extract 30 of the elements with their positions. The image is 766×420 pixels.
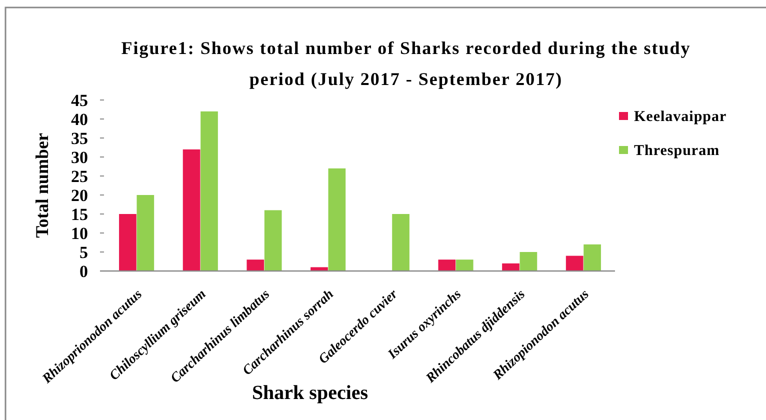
- bar: [520, 252, 538, 271]
- bar: [246, 260, 264, 271]
- y-tick-label: 20: [71, 186, 88, 205]
- bar: [328, 168, 346, 271]
- y-axis-title: Total number: [32, 133, 52, 238]
- bar: [392, 214, 410, 271]
- bar: [438, 260, 456, 271]
- bar: [119, 214, 136, 271]
- legend-label: Threspuram: [634, 143, 720, 159]
- y-tick-label: 15: [71, 204, 88, 224]
- legend-label: Keelavaippar: [634, 109, 727, 125]
- bar: [310, 267, 328, 271]
- bar: [502, 263, 520, 271]
- bar: [456, 260, 474, 271]
- y-tick-label: 10: [71, 224, 88, 243]
- y-tick-label: 5: [80, 242, 88, 262]
- bar: [182, 149, 200, 271]
- bar: [136, 195, 154, 271]
- bar: [566, 256, 584, 271]
- y-tick-label: 45: [71, 90, 88, 110]
- chart-title: Figure1: Shows total number of Sharks recorded during the study period (July 2017 - September 2017): [121, 38, 691, 89]
- bar: [264, 210, 282, 271]
- y-tick-label: 35: [71, 128, 88, 148]
- y-tick-label: 25: [71, 166, 88, 186]
- y-tick-label: 40: [71, 110, 88, 129]
- x-axis-title: Shark species: [252, 382, 368, 404]
- y-tick-label: 30: [71, 148, 88, 167]
- y-tick-label: 0: [80, 262, 88, 281]
- bar: [200, 111, 218, 271]
- bar: [584, 244, 601, 271]
